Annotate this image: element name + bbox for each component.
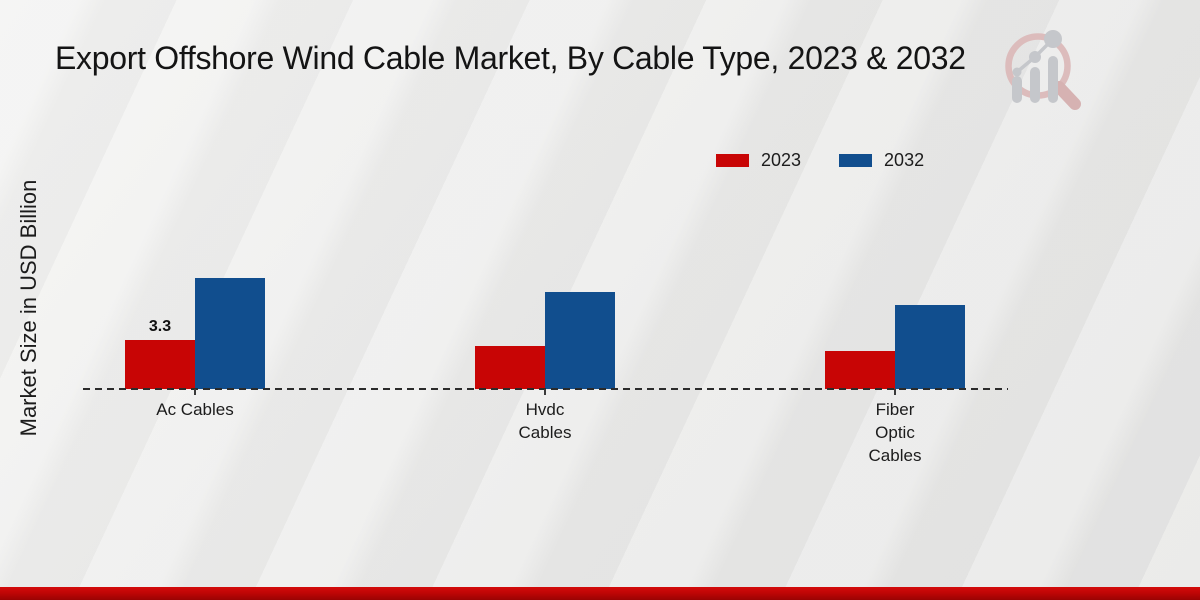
legend-swatch-2023: [716, 154, 749, 167]
bar-2023-0: [125, 340, 195, 389]
bar-2023-2: [825, 350, 895, 389]
x-axis-tick-1: [544, 389, 546, 395]
legend-swatch-2032: [839, 154, 873, 167]
x-axis-tick-2: [894, 389, 896, 395]
legend-item-2023: 2023: [716, 150, 801, 171]
bar-2023-1: [475, 346, 545, 389]
category-label-0: Ac Cables: [156, 400, 234, 419]
legend: 2023 2032: [716, 150, 924, 171]
bar-2032-0: [195, 278, 265, 389]
bar-value-label: 3.3: [148, 318, 172, 336]
legend-label-2032: 2032: [884, 150, 925, 170]
footer-red-band: [0, 587, 1200, 600]
legend-item-2032: 2032: [839, 150, 924, 171]
category-label-1: Hvdc Cables: [518, 400, 572, 442]
chart-title: Export Offshore Wind Cable Market, By Ca…: [55, 40, 966, 76]
bar-2032-1: [545, 291, 615, 389]
y-axis-label: Market Size in USD Billion: [16, 179, 41, 437]
legend-label-2023: 2023: [761, 150, 802, 170]
bar-2032-2: [895, 304, 965, 389]
category-label-2: Fiber Optic Cables: [868, 400, 922, 465]
x-axis-tick-0: [194, 389, 196, 395]
magnifier-bar-chart-logo-icon: [1005, 30, 1081, 110]
